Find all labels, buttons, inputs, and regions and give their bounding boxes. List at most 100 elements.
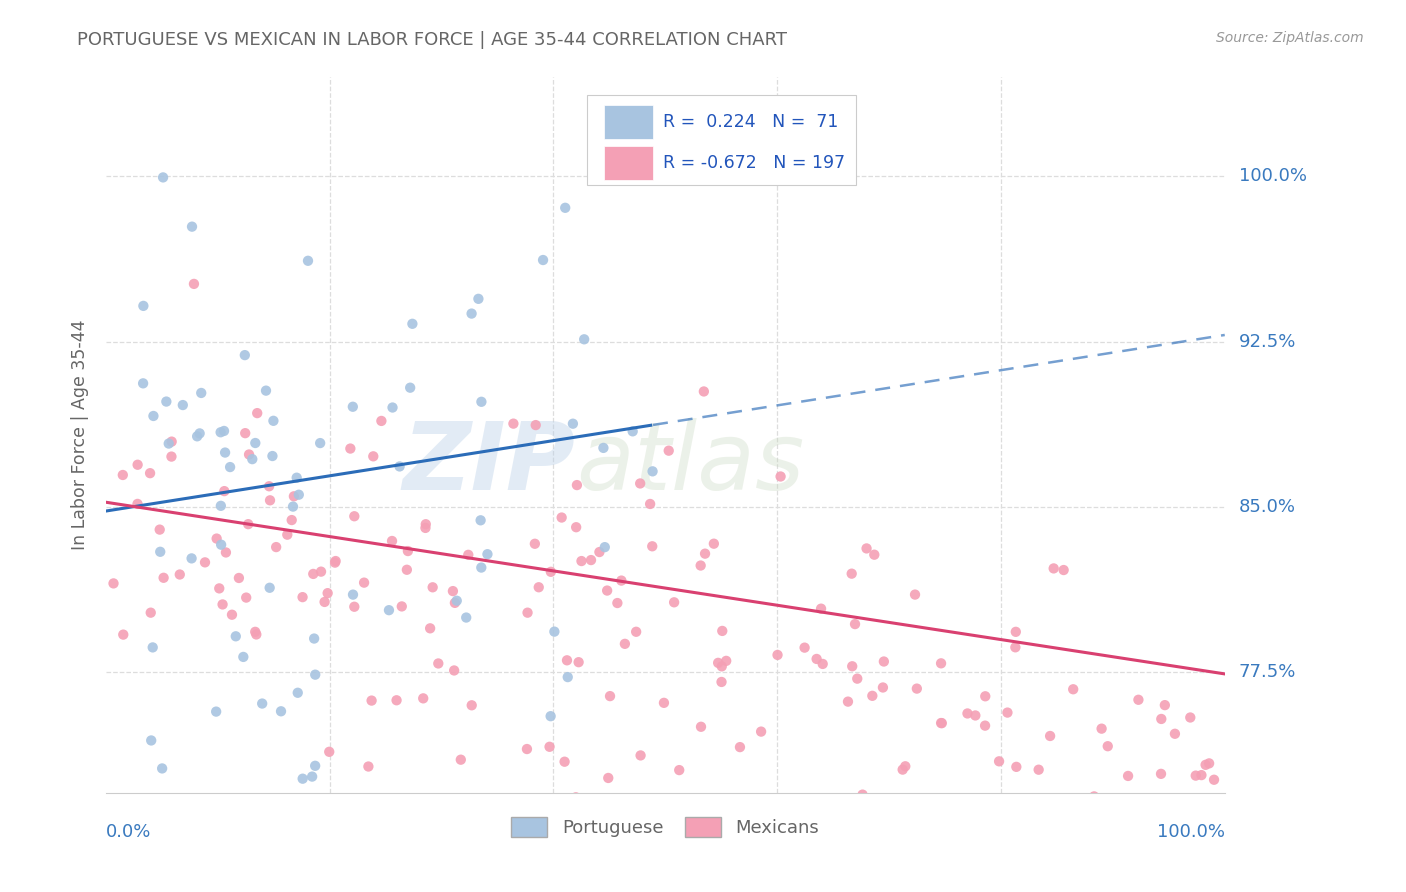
Point: [233, 348, 256, 362]
Text: 0.0%: 0.0%: [105, 823, 152, 841]
Point: [652, 696, 675, 710]
Point: [127, 458, 149, 472]
Point: [157, 436, 180, 450]
Point: [610, 574, 633, 588]
Point: [132, 376, 155, 391]
Point: [186, 429, 208, 443]
Point: [540, 565, 562, 579]
Point: [302, 566, 325, 581]
Point: [972, 795, 994, 809]
Point: [389, 809, 412, 823]
Point: [160, 450, 183, 464]
Point: [606, 596, 628, 610]
Point: [557, 670, 579, 684]
Point: [205, 532, 228, 546]
Point: [1137, 849, 1160, 863]
Point: [872, 681, 894, 695]
Point: [444, 596, 467, 610]
Point: [561, 417, 583, 431]
Point: [965, 708, 987, 723]
Point: [841, 566, 863, 581]
Point: [208, 582, 231, 596]
Point: [690, 720, 713, 734]
Point: [749, 724, 772, 739]
Point: [904, 588, 927, 602]
Point: [360, 693, 382, 707]
Point: [956, 706, 979, 721]
Point: [710, 675, 733, 690]
Point: [693, 547, 716, 561]
Point: [325, 554, 347, 568]
Point: [415, 517, 437, 532]
Point: [450, 753, 472, 767]
Point: [1019, 871, 1042, 885]
Point: [280, 513, 302, 527]
Point: [215, 545, 238, 559]
Point: [1036, 797, 1059, 811]
Point: [1083, 789, 1105, 804]
Point: [250, 697, 273, 711]
Point: [1128, 693, 1150, 707]
Point: [172, 398, 194, 412]
Point: [703, 537, 725, 551]
Point: [139, 466, 162, 480]
Point: [668, 763, 690, 777]
Point: [1097, 739, 1119, 754]
Point: [1062, 682, 1084, 697]
Point: [152, 571, 174, 585]
FancyBboxPatch shape: [603, 146, 652, 180]
Point: [370, 414, 392, 428]
Point: [1150, 767, 1173, 781]
Point: [111, 467, 134, 482]
Point: [245, 436, 267, 450]
Point: [415, 521, 437, 535]
Point: [353, 575, 375, 590]
Point: [516, 742, 538, 756]
Point: [378, 603, 401, 617]
Point: [235, 591, 257, 605]
Point: [1184, 769, 1206, 783]
Point: [716, 654, 738, 668]
Point: [1038, 800, 1060, 814]
Point: [270, 704, 292, 718]
Text: 100.0%: 100.0%: [1239, 168, 1306, 186]
Point: [1039, 729, 1062, 743]
Point: [149, 545, 172, 559]
Point: [152, 170, 174, 185]
Point: [844, 617, 866, 632]
Point: [342, 400, 364, 414]
Point: [527, 580, 550, 594]
Point: [846, 672, 869, 686]
Point: [565, 478, 588, 492]
Point: [470, 394, 492, 409]
Point: [139, 606, 162, 620]
Point: [641, 539, 664, 553]
Point: [863, 548, 886, 562]
Point: [543, 624, 565, 639]
Point: [554, 755, 576, 769]
Point: [385, 693, 408, 707]
Point: [304, 667, 326, 681]
FancyBboxPatch shape: [588, 95, 855, 185]
Point: [427, 657, 450, 671]
Point: [381, 401, 404, 415]
Point: [304, 759, 326, 773]
Point: [810, 601, 832, 615]
Point: [470, 513, 492, 527]
Point: [233, 426, 256, 441]
Point: [288, 488, 311, 502]
Point: [641, 464, 664, 478]
Point: [391, 599, 413, 614]
Point: [855, 541, 877, 556]
Point: [572, 332, 595, 346]
Point: [419, 621, 441, 635]
Point: [316, 586, 339, 600]
Point: [285, 471, 308, 485]
Point: [160, 434, 183, 449]
Point: [281, 500, 304, 514]
Point: [246, 406, 269, 420]
Point: [214, 484, 236, 499]
Point: [981, 800, 1004, 814]
Point: [894, 759, 917, 773]
Point: [291, 590, 314, 604]
